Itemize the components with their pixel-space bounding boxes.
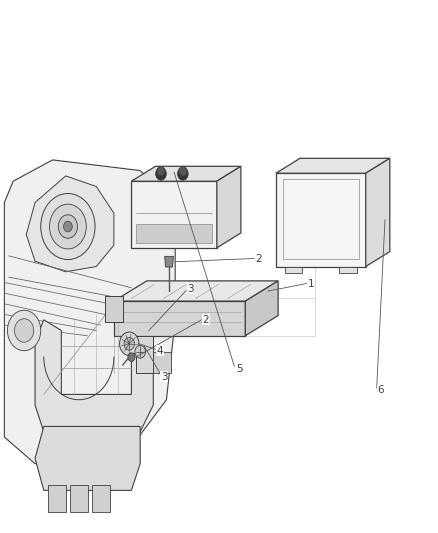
- Polygon shape: [339, 266, 357, 273]
- Circle shape: [135, 345, 145, 358]
- Circle shape: [49, 204, 86, 249]
- Circle shape: [7, 310, 41, 351]
- Circle shape: [14, 319, 34, 342]
- Polygon shape: [92, 485, 110, 512]
- Polygon shape: [131, 181, 217, 248]
- Polygon shape: [114, 281, 278, 301]
- Circle shape: [128, 353, 135, 361]
- Circle shape: [120, 332, 139, 356]
- Polygon shape: [131, 166, 241, 181]
- Polygon shape: [4, 160, 175, 464]
- Circle shape: [124, 337, 134, 350]
- Polygon shape: [48, 485, 66, 512]
- Text: 4: 4: [156, 346, 163, 356]
- Polygon shape: [35, 426, 140, 490]
- Text: 3: 3: [187, 284, 194, 294]
- Text: 6: 6: [378, 385, 385, 395]
- Circle shape: [41, 193, 95, 260]
- Polygon shape: [70, 485, 88, 512]
- Polygon shape: [136, 336, 153, 373]
- Circle shape: [58, 215, 78, 238]
- Text: 2: 2: [202, 315, 209, 325]
- Polygon shape: [26, 176, 114, 272]
- Circle shape: [157, 166, 165, 176]
- Polygon shape: [217, 166, 241, 248]
- Polygon shape: [245, 281, 278, 336]
- Polygon shape: [285, 266, 302, 273]
- Polygon shape: [165, 256, 173, 267]
- Text: 1: 1: [307, 279, 314, 288]
- Polygon shape: [276, 173, 366, 266]
- Circle shape: [179, 166, 187, 176]
- Polygon shape: [153, 352, 171, 373]
- Polygon shape: [136, 224, 212, 243]
- Text: 3: 3: [161, 372, 168, 382]
- Circle shape: [64, 221, 72, 232]
- Circle shape: [177, 167, 188, 180]
- Polygon shape: [366, 158, 390, 266]
- Polygon shape: [35, 304, 153, 432]
- Circle shape: [156, 167, 166, 180]
- Polygon shape: [114, 301, 245, 336]
- Text: 2: 2: [255, 254, 262, 263]
- Polygon shape: [105, 296, 123, 322]
- Text: 5: 5: [236, 364, 243, 374]
- Polygon shape: [276, 158, 390, 173]
